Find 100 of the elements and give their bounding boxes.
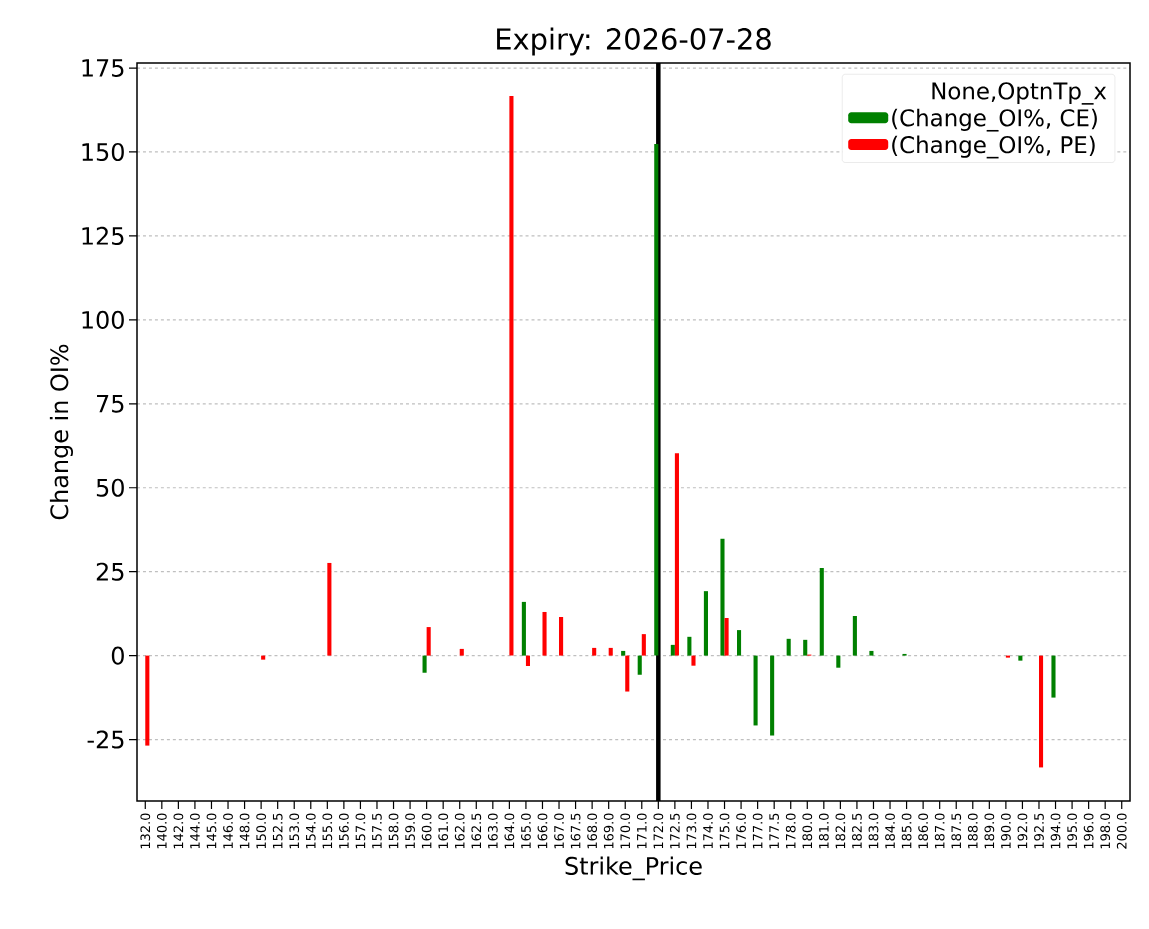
bar: [819, 567, 824, 656]
chart-title: Expiry: 2026-07-28: [497, 27, 771, 56]
x-tick-label: 190.0: [1000, 813, 1011, 849]
x-tick-label: 167.5: [570, 813, 581, 849]
bar: [654, 143, 659, 656]
x-tick-label: 152.5: [272, 813, 283, 849]
y-tick-label: 100: [82, 310, 124, 329]
y-tick-label: 150: [82, 142, 124, 162]
x-tick-label: 168.0: [587, 813, 598, 849]
x-tick-label: 187.0: [934, 813, 945, 849]
x-tick-label: 160.0: [421, 813, 432, 849]
bar: [1051, 655, 1056, 698]
x-tick-label: 169.0: [603, 813, 614, 849]
bar: [509, 95, 514, 656]
x-tick-label: 188.0: [967, 813, 978, 849]
x-axis-title: Strike_Price: [565, 856, 702, 881]
bar: [261, 655, 266, 660]
x-tick-label: 170.0: [620, 813, 631, 849]
bar: [426, 627, 431, 656]
x-tick-label: 154.0: [305, 813, 316, 849]
x-tick-label: 140.0: [156, 813, 167, 849]
bar: [608, 647, 613, 656]
bar: [703, 591, 708, 656]
x-tick-label: 196.0: [1083, 813, 1094, 849]
bar: [852, 615, 857, 656]
bar: [736, 630, 742, 656]
x-tick-label: 158.0: [388, 813, 399, 849]
bar: [674, 453, 679, 656]
x-tick-label: 166.0: [537, 813, 548, 849]
x-tick-label: 182.0: [835, 813, 846, 849]
bar: [869, 650, 874, 656]
x-tick-label: 144.0: [190, 813, 200, 849]
bar: [670, 644, 675, 656]
x-tick-label: 198.0: [1100, 813, 1111, 849]
bar: [621, 650, 626, 656]
x-tick-label: 178.0: [785, 813, 796, 849]
bar: [724, 618, 729, 656]
bar: [327, 562, 332, 656]
x-tick-label: 200.0: [1116, 813, 1127, 849]
bar: [521, 601, 526, 656]
y-tick-label: -25: [87, 730, 124, 749]
bar: [542, 611, 547, 656]
bar: [559, 617, 564, 656]
x-tick-label: 192.0: [1017, 813, 1028, 849]
x-tick-label: 162.5: [471, 813, 482, 849]
x-tick-label: 165.0: [521, 813, 531, 849]
x-tick-label: 157.5: [372, 813, 382, 849]
bar: [592, 647, 597, 656]
x-tick-label: 185.0: [901, 813, 912, 849]
y-tick-label: 50: [96, 478, 124, 497]
x-tick-label: 181.0: [818, 813, 829, 849]
x-tick-label: 182.5: [852, 813, 862, 849]
x-tick-label: 153.0: [289, 813, 300, 849]
legend-title: None,OptnTp_x: [932, 82, 1107, 105]
bar: [625, 655, 630, 692]
bar: [525, 655, 531, 667]
bar: [720, 538, 725, 656]
bar: [836, 655, 841, 668]
x-tick-label: 150.0: [256, 813, 267, 849]
x-tick-label: 148.0: [239, 813, 250, 849]
bar: [1005, 655, 1010, 658]
y-tick-label: 75: [97, 394, 124, 413]
x-tick-label: 132.0: [140, 813, 151, 849]
y-axis-title: Change in OI%: [49, 344, 73, 520]
bar: [691, 655, 696, 666]
x-tick-label: 163.0: [487, 813, 498, 849]
x-tick-label: 145.0: [206, 813, 217, 849]
bar: [637, 655, 642, 675]
x-tick-label: 162.0: [454, 813, 465, 849]
x-tick-label: 184.0: [885, 813, 895, 849]
x-tick-label: 180.0: [802, 813, 813, 849]
bar: [803, 639, 808, 656]
x-tick-label: 187.5: [951, 813, 962, 849]
bar: [687, 636, 692, 656]
x-tick-label: 172.5: [669, 813, 680, 849]
bar: [753, 655, 758, 726]
x-tick-label: 146.0: [223, 813, 233, 849]
bar: [459, 648, 464, 656]
bar: [786, 638, 791, 656]
x-tick-label: 189.0: [984, 813, 995, 849]
x-tick-label: 156.0: [338, 813, 349, 849]
x-tick-label: 155.0: [322, 813, 333, 849]
x-tick-label: 177.5: [769, 813, 779, 849]
x-tick-label: 142.0: [173, 813, 184, 849]
y-tick-label: 0: [111, 646, 124, 665]
x-tick-label: 177.0: [752, 813, 763, 849]
bar: [770, 655, 775, 736]
x-tick-label: 194.0: [1050, 813, 1061, 849]
y-tick-label: 175: [82, 59, 124, 77]
x-tick-label: 164.0: [504, 813, 515, 849]
legend-label: (Change_OI%, PE): [892, 135, 1095, 159]
bar: [1038, 655, 1044, 768]
x-tick-label: 195.0: [1067, 813, 1077, 849]
legend-label: (Change_OI%, CE): [892, 108, 1097, 132]
x-tick-label: 186.0: [918, 813, 929, 849]
x-tick-label: 172.0: [653, 813, 664, 849]
y-tick-label: 125: [82, 226, 124, 245]
bar: [641, 634, 646, 656]
x-tick-label: 159.0: [405, 813, 415, 849]
x-tick-label: 176.0: [736, 813, 746, 849]
